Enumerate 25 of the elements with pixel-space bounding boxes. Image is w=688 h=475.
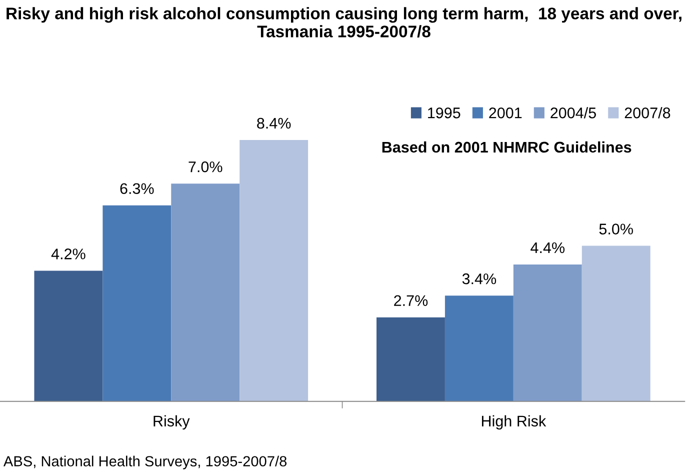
legend-label: 1995 — [428, 108, 460, 118]
legend-label: 2007/8 — [624, 107, 670, 118]
data-label: 6.3% — [120, 183, 154, 194]
bar — [582, 246, 650, 402]
data-label: 2.7% — [394, 295, 428, 306]
data-label: 4.2% — [51, 248, 86, 260]
x-tick-label: Risky — [154, 415, 190, 430]
bar — [34, 270, 103, 402]
bar — [444, 296, 514, 402]
legend-label: 2004/5 — [550, 107, 596, 118]
bar — [171, 184, 240, 402]
bar — [102, 205, 172, 402]
data-label: 5.0% — [599, 224, 633, 234]
data-label: 8.4% — [257, 118, 291, 129]
legend-label: 2001 — [489, 108, 522, 118]
bar — [240, 140, 308, 402]
data-label: 3.4% — [462, 273, 496, 284]
x-tick-label: High Risk — [482, 415, 546, 430]
text: ABS, National Health Surveys, 1995-2007/8 — [3, 456, 287, 470]
data-label: 4.4% — [530, 242, 565, 254]
bar — [513, 264, 582, 402]
bar — [376, 317, 445, 402]
annotation: Based on 2001 NHMRC Guidelines — [382, 141, 632, 153]
chart-title: Risky and high risk alcohol consumption causing long term harm, 18 years and over, Tasmania 1995-2007/8 — [6, 7, 682, 38]
data-label: 7.0% — [188, 161, 222, 172]
